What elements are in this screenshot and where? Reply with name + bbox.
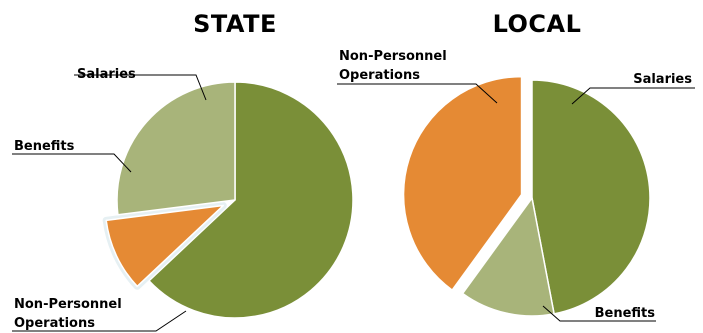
state-operations-label-line1: Non-Personnel [14,297,122,312]
local-benefits-leader [542,305,656,322]
state-benefits-slice [116,81,236,216]
state-benefits-label: Benefits [14,139,75,154]
local-salaries-leader [571,87,695,105]
state-salaries-label: Salaries [77,67,136,82]
local-slices [402,75,651,317]
state-salaries-leader [74,74,207,101]
local-benefits-label: Benefits [595,306,656,321]
local-operations-label-line2: Operations [339,68,420,83]
local-title: LOCAL [493,10,582,38]
local-operations-slice [402,75,523,291]
local-operations-leader [337,83,498,104]
state-operations-leader [12,310,187,332]
state-benefits-leader [12,153,132,173]
state-operations-label-line2: Operations [14,316,95,331]
local-benefits-slice [461,197,555,317]
local-operations-label-line1: Non-Personnel [339,49,447,64]
state-chart: STATE Salaries Benefits Non-Personnel Op… [12,10,354,332]
local-salaries-label: Salaries [633,72,692,87]
state-title: STATE [193,10,277,38]
state-operations-slice [105,204,224,288]
local-salaries-slice [531,79,651,315]
local-chart: LOCAL Non-Personnel Operations Salaries … [337,10,695,322]
state-slices [102,81,354,319]
state-salaries-slice [148,81,354,319]
